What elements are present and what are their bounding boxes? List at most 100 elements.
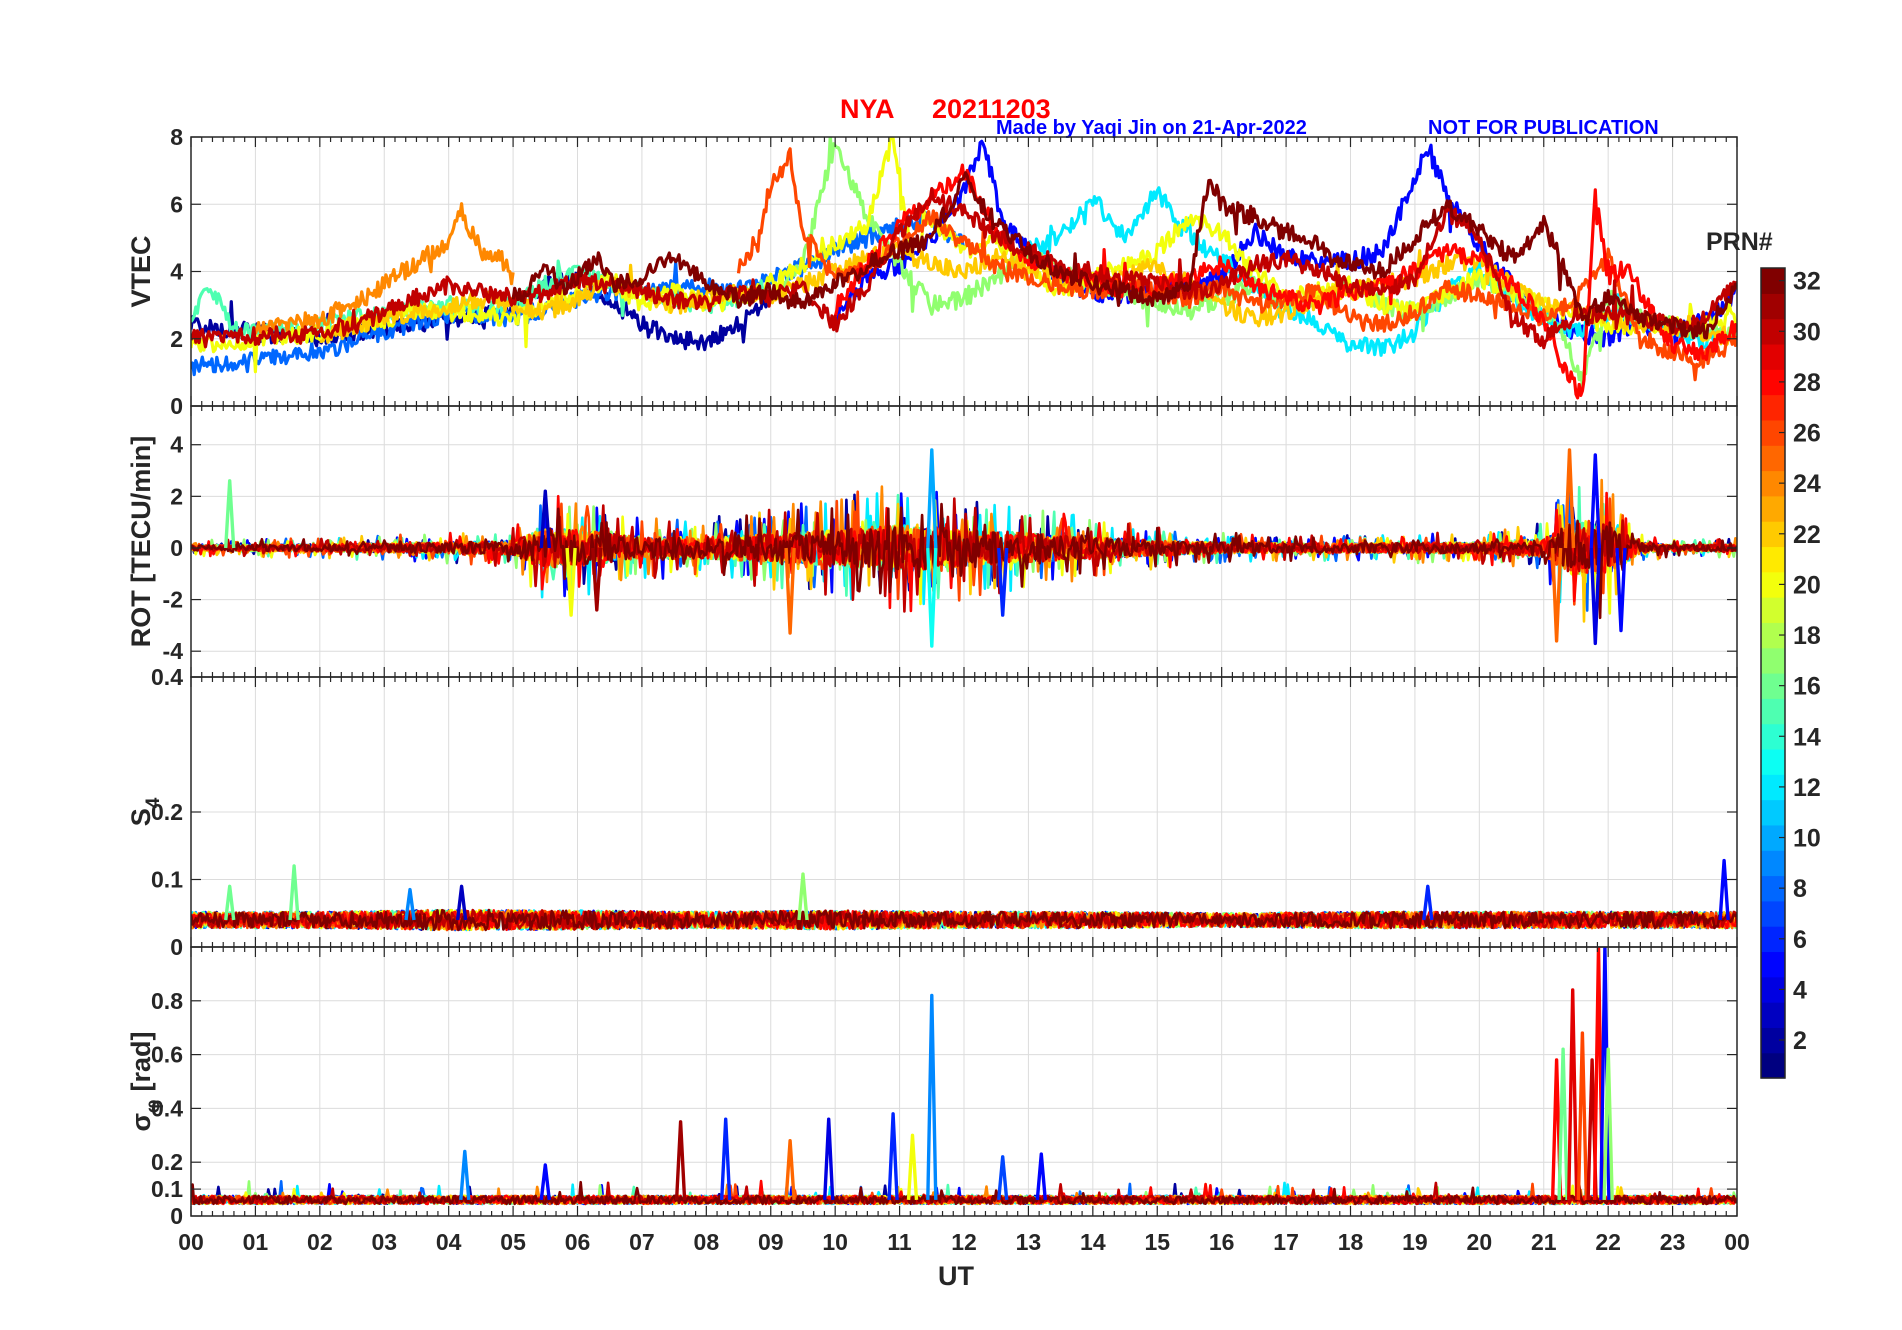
sigma_phi-spike (823, 1117, 835, 1200)
y-axis-label-sigma_phi: σφ [rad] (126, 1031, 164, 1131)
y-tick-label: 0.2 (151, 1149, 183, 1175)
y-axis-label-s4: S4 (126, 797, 164, 826)
colorbar-segment-prn-17 (1761, 647, 1785, 674)
rot-spike (591, 547, 603, 612)
x-ticks (190, 136, 1738, 407)
colorbar-tick-label: 16 (1793, 673, 1821, 701)
rot-spike (1615, 547, 1627, 633)
colorbar-segment-prn-15 (1761, 698, 1785, 725)
x-tick-label: 02 (307, 1229, 333, 1255)
colorbar-segment-prn-19 (1761, 597, 1785, 623)
x-axis-label: UT (938, 1261, 974, 1291)
y-axis-label-subscript: 4 (143, 797, 164, 808)
not-for-publication-text: NOT FOR PUBLICATION (1428, 117, 1659, 139)
vtec-series-prn-30 (191, 187, 1737, 350)
y-tick-label: 8 (170, 124, 183, 150)
rot-spike (784, 547, 796, 635)
rot-spike (926, 547, 938, 648)
colorbar-tick-label: 14 (1793, 723, 1821, 751)
sigma_phi-spike (906, 1133, 919, 1201)
rot-spike (926, 448, 938, 549)
x-tick-label: 17 (1273, 1229, 1299, 1255)
vtec-series-prn-32 (511, 171, 1737, 340)
colorbar-segment-prn-25 (1761, 445, 1785, 472)
x-tick-label: 12 (951, 1229, 977, 1255)
colorbar-segment-prn-21 (1761, 546, 1785, 573)
y-axis-label-unit: [rad] (126, 1031, 156, 1091)
x-tick-label: 21 (1531, 1229, 1557, 1255)
colorbar-segment-prn-29 (1761, 343, 1785, 370)
y-tick-label: 0.2 (151, 799, 183, 825)
y-tick-label: 0 (170, 535, 183, 561)
colorbar-tick-label: 10 (1793, 825, 1821, 853)
x-tick-label: 10 (822, 1229, 848, 1255)
credit-text: Made by Yaqi Jin on 21-Apr-2022 (996, 117, 1307, 139)
y-tick-label: 2 (170, 483, 183, 509)
x-tick-label: 11 (887, 1229, 912, 1255)
s4-spike (404, 887, 416, 921)
colorbar-tick-label: 8 (1793, 875, 1807, 903)
x-ticks (190, 406, 1738, 677)
x-tick-label: 07 (629, 1229, 655, 1255)
y-tick-label: 6 (170, 191, 183, 217)
rot-spike (997, 547, 1009, 617)
x-tick-label: 23 (1660, 1229, 1686, 1255)
data-layer (191, 137, 1737, 400)
sigma_phi-spike (784, 1139, 796, 1201)
x-tick-label: 20 (1467, 1229, 1493, 1255)
rot-spike (1550, 547, 1563, 643)
y-tick-label: 0.4 (151, 1095, 183, 1121)
sigma_phi-spike (1035, 1152, 1047, 1201)
s4-spike (797, 872, 809, 921)
sigma_phi-spike (459, 1149, 471, 1201)
y-tick-label: 0.1 (151, 867, 183, 893)
colorbar-frame (1760, 267, 1786, 1079)
sigma_phi-series-prn-32 (191, 1180, 1737, 1206)
y-axis-label-subscript: φ (143, 1099, 164, 1113)
y-axis-label-rot: ROT [TECU/min] (126, 436, 156, 647)
panel-rot: -4 -2 0 2 4 ROT [TECU/min] (126, 405, 1738, 678)
colorbar-tick-label: 30 (1793, 318, 1821, 346)
y-tick-label: 0 (170, 393, 183, 419)
y-tick-label: 0 (170, 1203, 183, 1229)
colorbar-segment-prn-5 (1761, 951, 1785, 978)
colorbar-tick-label: 6 (1793, 926, 1807, 954)
sigma_phi-spike (1602, 1047, 1614, 1200)
y-tick-label: 0.6 (151, 1042, 183, 1068)
colorbar-segment-prn-1 (1761, 1052, 1785, 1079)
sigma_phi-spike (539, 1163, 551, 1201)
y-tick-label: 4 (170, 432, 183, 458)
rot-spike (1589, 547, 1601, 646)
y-tick-label: -4 (163, 638, 184, 664)
rot-spike (565, 547, 577, 617)
title-block: NYA 20211203 Made by Yaqi Jin on 21-Apr-… (840, 94, 1659, 139)
y-tick-label: 0.4 (151, 664, 183, 690)
colorbar-tick-label: 24 (1793, 470, 1821, 498)
date-title: 20211203 (932, 94, 1051, 124)
x-ticks (190, 676, 1738, 948)
s4-series-prn-32 (191, 908, 1737, 932)
panel-sigma_phi: 00.10.2 0.4 0.6 0.8 σφ [rad] (126, 946, 1738, 1229)
x-tick-label: 03 (371, 1229, 397, 1255)
x-tick-label: 14 (1080, 1229, 1106, 1255)
x-tick-label: 19 (1402, 1229, 1428, 1255)
data-layer (191, 858, 1737, 932)
colorbar-tick-label: 32 (1793, 268, 1821, 296)
x-tick-label: 08 (694, 1229, 720, 1255)
colorbar-tick-label: 20 (1793, 571, 1821, 599)
x-tick-label: 22 (1595, 1229, 1621, 1255)
y-tick-label: -2 (163, 587, 183, 613)
x-tick-label: 00 (178, 1229, 204, 1255)
sigma_phi-spike (997, 1155, 1009, 1201)
y-tick-label: 0.8 (151, 988, 183, 1014)
x-tick-labels: 00 01 02 03 04 05 06 07 08 09 10 11 12 13 14 15 16 17 18 19… (178, 1229, 1750, 1255)
colorbar-tick-label: 18 (1793, 622, 1821, 650)
sigma_phi-spike (1567, 988, 1579, 1200)
s4-spike (224, 884, 236, 921)
x-tick-label: 05 (500, 1229, 526, 1255)
x-tick-label: 04 (436, 1229, 462, 1255)
data-layer (191, 947, 1737, 1206)
